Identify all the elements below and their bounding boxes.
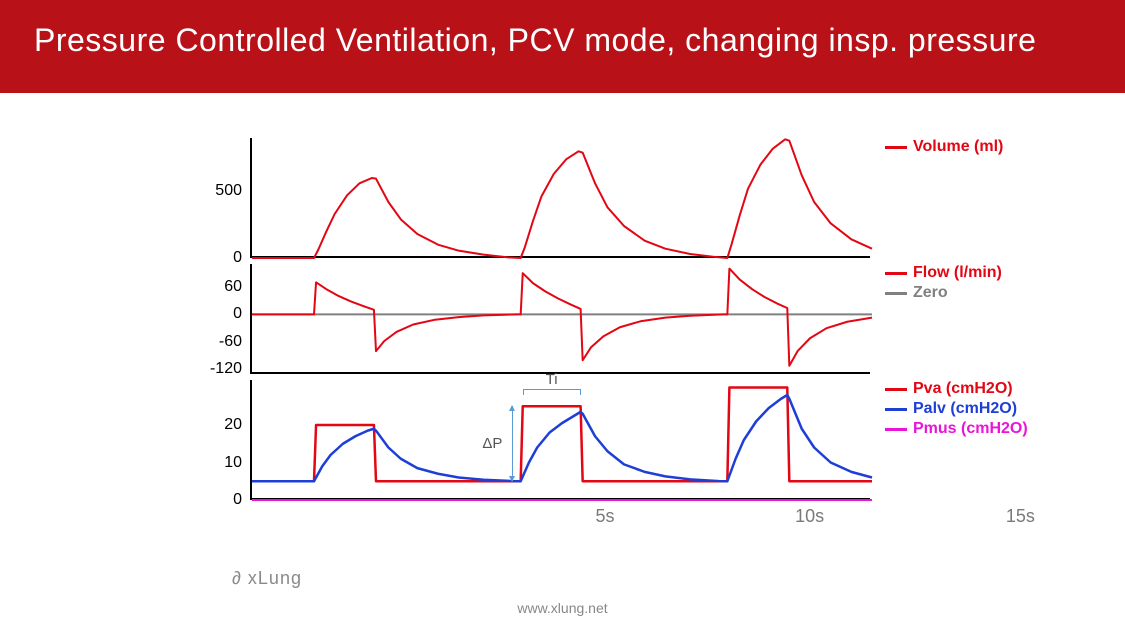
legend-pressure: Pva (cmH2O) Palv (cmH2O) Pmus (cmH2O) (885, 380, 1028, 440)
y-tick: -60 (200, 333, 242, 351)
plot-flow (250, 264, 870, 374)
legend-item: Zero (885, 284, 1002, 302)
y-tick: 60 (200, 278, 242, 296)
y-tick: 10 (200, 454, 242, 472)
x-tick: 5s (595, 506, 614, 527)
legend-item: Flow (l/min) (885, 264, 1002, 282)
x-axis: 5s 10s 15s (450, 506, 1125, 536)
chart-area: 0500Volume (ml)-120-60060Flow (l/min)Zer… (200, 138, 1125, 536)
legend-label: Pmus (cmH2O) (913, 420, 1028, 438)
y-tick: -120 (200, 360, 242, 378)
brand-text: xLung (248, 568, 302, 588)
legend-item: Pva (cmH2O) (885, 380, 1028, 398)
title-banner: Pressure Controlled Ventilation, PCV mod… (0, 0, 1125, 93)
panel-volume: 0500Volume (ml) (200, 138, 960, 258)
y-tick: 0 (200, 491, 242, 509)
legend-swatch (885, 388, 907, 391)
ti-bracket (523, 389, 581, 395)
series-palv (252, 395, 872, 481)
legend-item: Volume (ml) (885, 138, 1003, 156)
legend-label: Pva (cmH2O) (913, 380, 1013, 398)
x-tick: 15s (1006, 506, 1035, 527)
legend-swatch (885, 292, 907, 295)
y-tick: 20 (200, 416, 242, 434)
legend-swatch (885, 408, 907, 411)
legend-item: Pmus (cmH2O) (885, 420, 1028, 438)
panel-flow: -120-60060Flow (l/min)Zero (200, 264, 960, 374)
legend-swatch (885, 146, 907, 149)
plot-pressure: TiΔP (250, 380, 870, 500)
x-tick: 10s (795, 506, 824, 527)
legend-flow: Flow (l/min) Zero (885, 264, 1002, 304)
page-title: Pressure Controlled Ventilation, PCV mod… (34, 22, 1091, 59)
legend-volume: Volume (ml) (885, 138, 1003, 158)
footer-url: www.xlung.net (517, 600, 607, 616)
y-tick: 0 (200, 305, 242, 323)
legend-item: Palv (cmH2O) (885, 400, 1028, 418)
dp-arrow (512, 406, 513, 481)
series-volume (252, 139, 872, 258)
legend-label: Flow (l/min) (913, 264, 1002, 282)
legend-swatch (885, 272, 907, 275)
series-flow (252, 269, 872, 366)
ti-label: Ti (546, 371, 558, 388)
plot-volume (250, 138, 870, 258)
legend-swatch (885, 428, 907, 431)
brand-logo: ∂ xLung (232, 568, 302, 589)
legend-label: Zero (913, 284, 948, 302)
legend-label: Volume (ml) (913, 138, 1003, 156)
dp-label: ΔP (482, 435, 502, 452)
legend-label: Palv (cmH2O) (913, 400, 1017, 418)
brand-glyph: ∂ (232, 568, 242, 588)
y-tick: 500 (200, 182, 242, 200)
panel-pressure: 01020TiΔPPva (cmH2O)Palv (cmH2O)Pmus (cm… (200, 380, 960, 500)
